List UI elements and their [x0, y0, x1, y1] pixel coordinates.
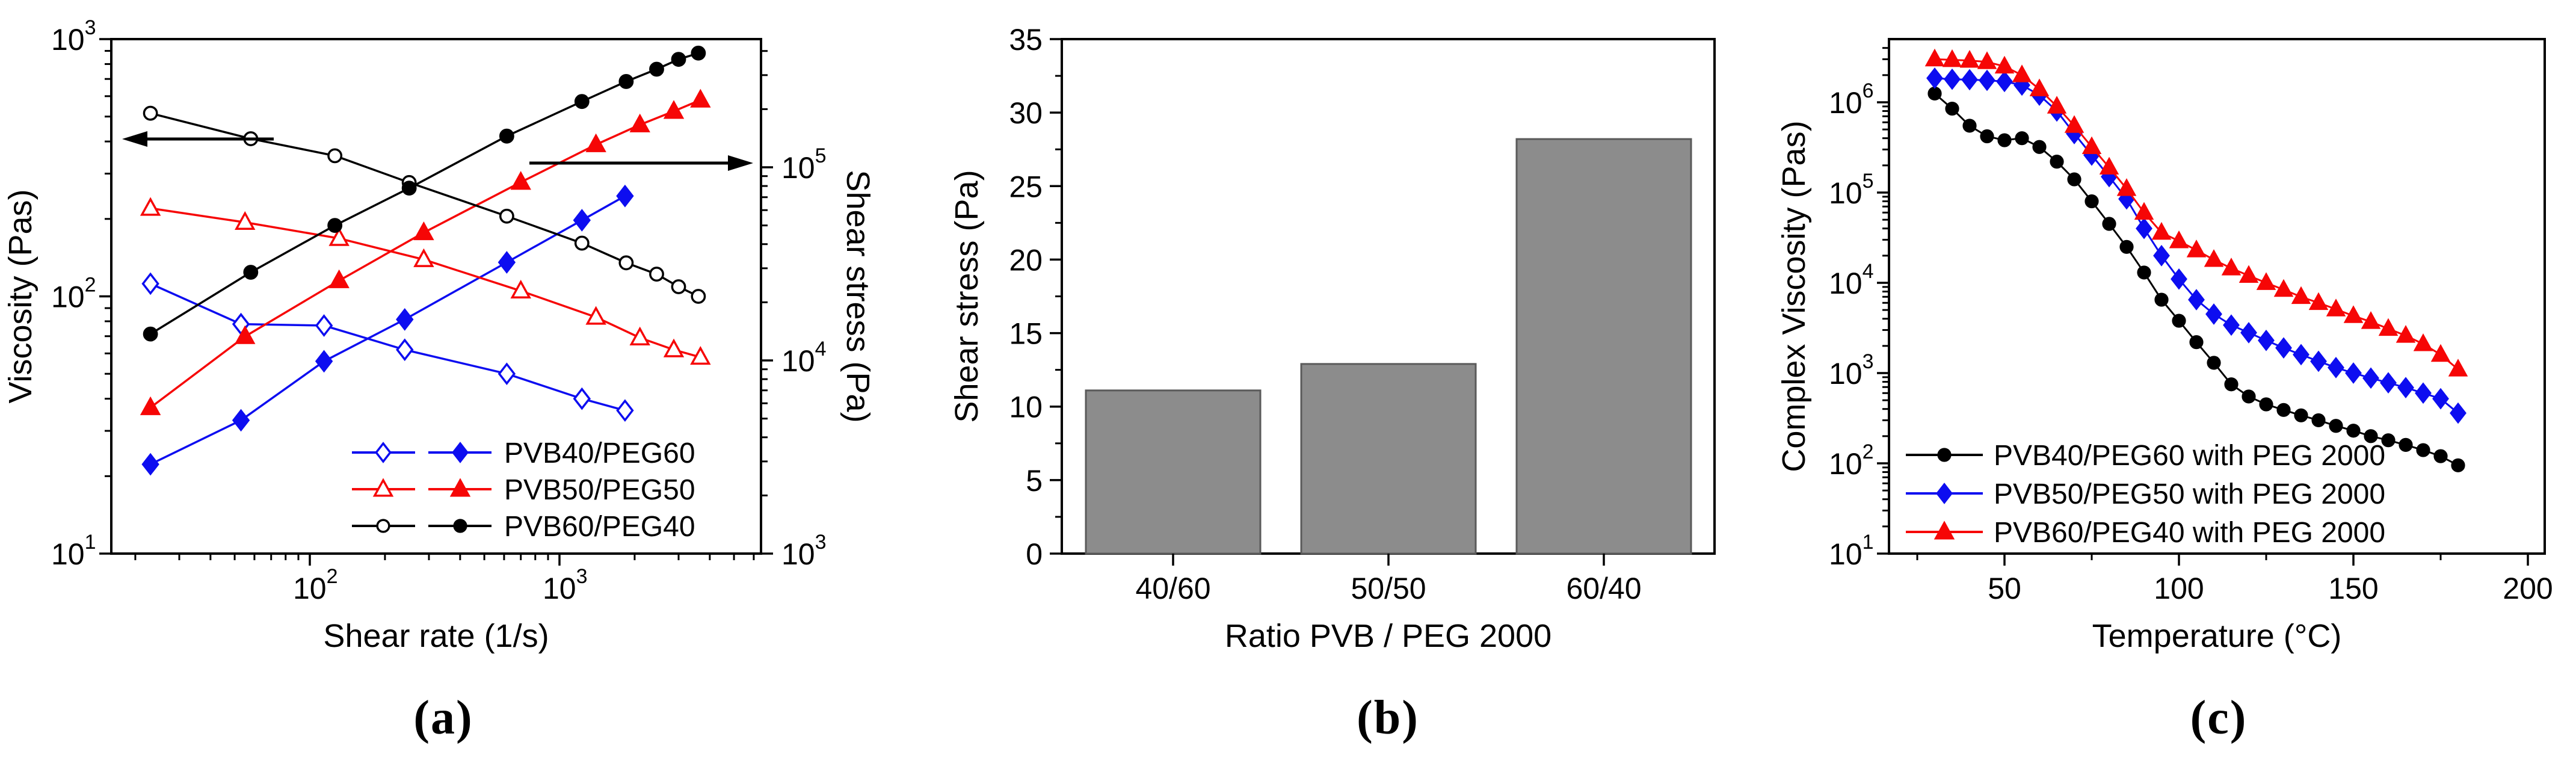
svg-text:50: 50: [1988, 572, 2021, 605]
svg-text:102: 102: [293, 565, 338, 605]
svg-text:35: 35: [1009, 23, 1043, 57]
svg-text:PVB40/PEG60: PVB40/PEG60: [504, 437, 695, 469]
svg-text:15: 15: [1009, 317, 1043, 351]
svg-text:105: 105: [1829, 170, 1874, 210]
svg-text:104: 104: [1829, 260, 1874, 300]
chart-c-ylabel: Complex Viscosity (Pas): [1776, 120, 1812, 472]
chart-c-xlabel: Temperature (°C): [2092, 618, 2342, 654]
panel-a-caption: (a): [413, 691, 473, 744]
panel-c-caption: (c): [2190, 691, 2248, 744]
svg-text:101: 101: [1829, 531, 1874, 571]
chart-a-axes: 102 103 101 102 103 103 104 105: [51, 16, 827, 605]
left-arrow-icon: [122, 131, 147, 147]
svg-text:100: 100: [2154, 572, 2204, 605]
chart-a-ylabel-left: Viscosity (Pas): [2, 189, 39, 403]
chart-b: 0 5 10 15 20 25 30 35 40/60 50/50 60/40 Shear stres…: [949, 23, 1716, 654]
svg-text:103: 103: [1829, 350, 1874, 391]
svg-text:102: 102: [51, 274, 96, 314]
chart-a-series PVB60/PEG40 shear stress: [143, 45, 706, 342]
chart-a-xlabel: Shear rate (1/s): [323, 618, 549, 654]
chart-b-axis-titles: Shear stress (Pa) Ratio PVB / PEG 2000: [949, 170, 1551, 654]
svg-text:101: 101: [51, 531, 96, 571]
svg-text:PVB60/PEG40 with PEG 2000: PVB60/PEG40 with PEG 2000: [1994, 517, 2385, 549]
svg-text:50/50: 50/50: [1351, 572, 1426, 605]
svg-text:106: 106: [1829, 79, 1874, 120]
right-arrow-icon: [728, 155, 753, 171]
svg-text:PVB40/PEG60 with PEG 2000: PVB40/PEG60 with PEG 2000: [1994, 440, 2385, 472]
svg-text:105: 105: [781, 144, 827, 185]
chart-a-axis-titles: Viscosity (Pas) Shear stress (Pa) Shear ra…: [2, 170, 876, 654]
svg-text:150: 150: [2328, 572, 2378, 605]
chart-c-axis-titles: Complex Viscosity (Pas) Temperature (°C): [1776, 120, 2341, 654]
svg-text:PVB60/PEG40: PVB60/PEG40: [504, 511, 695, 543]
svg-text:104: 104: [781, 338, 827, 378]
svg-text:60/40: 60/40: [1566, 572, 1641, 605]
bar-50/50: [1300, 363, 1477, 555]
svg-text:30: 30: [1009, 96, 1043, 130]
chart-b-bars: [1085, 138, 1692, 555]
chart-c-series PVB40/PEG60 with PEG 2000: [1927, 86, 2465, 472]
svg-text:103: 103: [543, 565, 588, 605]
chart-a-legend: PVB40/PEG60 PVB50/PEG50 PVB60/PEG40: [352, 437, 695, 543]
chart-b-ylabel: Shear stress (Pa): [949, 170, 985, 422]
chart-a: 102 103 101 102 103 103 104 105 Viscosity (Pas) S…: [2, 16, 876, 654]
chart-c-axes: 50 100 150 200 101 102 103 104 105 106: [1829, 38, 2553, 605]
svg-text:5: 5: [1026, 464, 1043, 498]
svg-text:PVB50/PEG50: PVB50/PEG50: [504, 474, 695, 506]
chart-c-series PVB60/PEG40 with PEG 2000: [1924, 48, 2468, 377]
chart-a-ylabel-right: Shear stress (Pa): [840, 170, 876, 422]
bar-60/40: [1515, 138, 1692, 555]
svg-text:PVB50/PEG50 with PEG 2000: PVB50/PEG50 with PEG 2000: [1994, 478, 2385, 510]
chart-a-series PVB40/PEG60 shear stress: [141, 184, 634, 476]
svg-text:103: 103: [51, 16, 96, 57]
svg-text:200: 200: [2503, 572, 2553, 605]
chart-c-legend: PVB40/PEG60 with PEG 2000 PVB50/PEG50 wit…: [1906, 440, 2385, 549]
chart-a-series PVB50/PEG50 viscosity: [140, 197, 711, 365]
chart-a-arrows: [122, 131, 753, 171]
chart-b-xlabel: Ratio PVB / PEG 2000: [1225, 618, 1551, 654]
chart-a-series PVB40/PEG60 viscosity: [141, 272, 634, 422]
svg-text:40/60: 40/60: [1135, 572, 1210, 605]
svg-text:0: 0: [1026, 537, 1043, 571]
panel-b-caption: (b): [1357, 691, 1419, 744]
chart-a-series PVB60/PEG40 viscosity: [143, 105, 706, 304]
svg-text:25: 25: [1009, 170, 1043, 203]
bar-40/60: [1085, 389, 1262, 555]
chart-b-axes: 0 5 10 15 20 25 30 35: [1009, 23, 1716, 571]
svg-text:20: 20: [1009, 243, 1043, 277]
svg-text:10: 10: [1009, 391, 1043, 424]
svg-text:102: 102: [1829, 440, 1874, 481]
chart-a-series PVB50/PEG50 shear stress: [140, 88, 711, 415]
svg-text:103: 103: [781, 531, 827, 571]
